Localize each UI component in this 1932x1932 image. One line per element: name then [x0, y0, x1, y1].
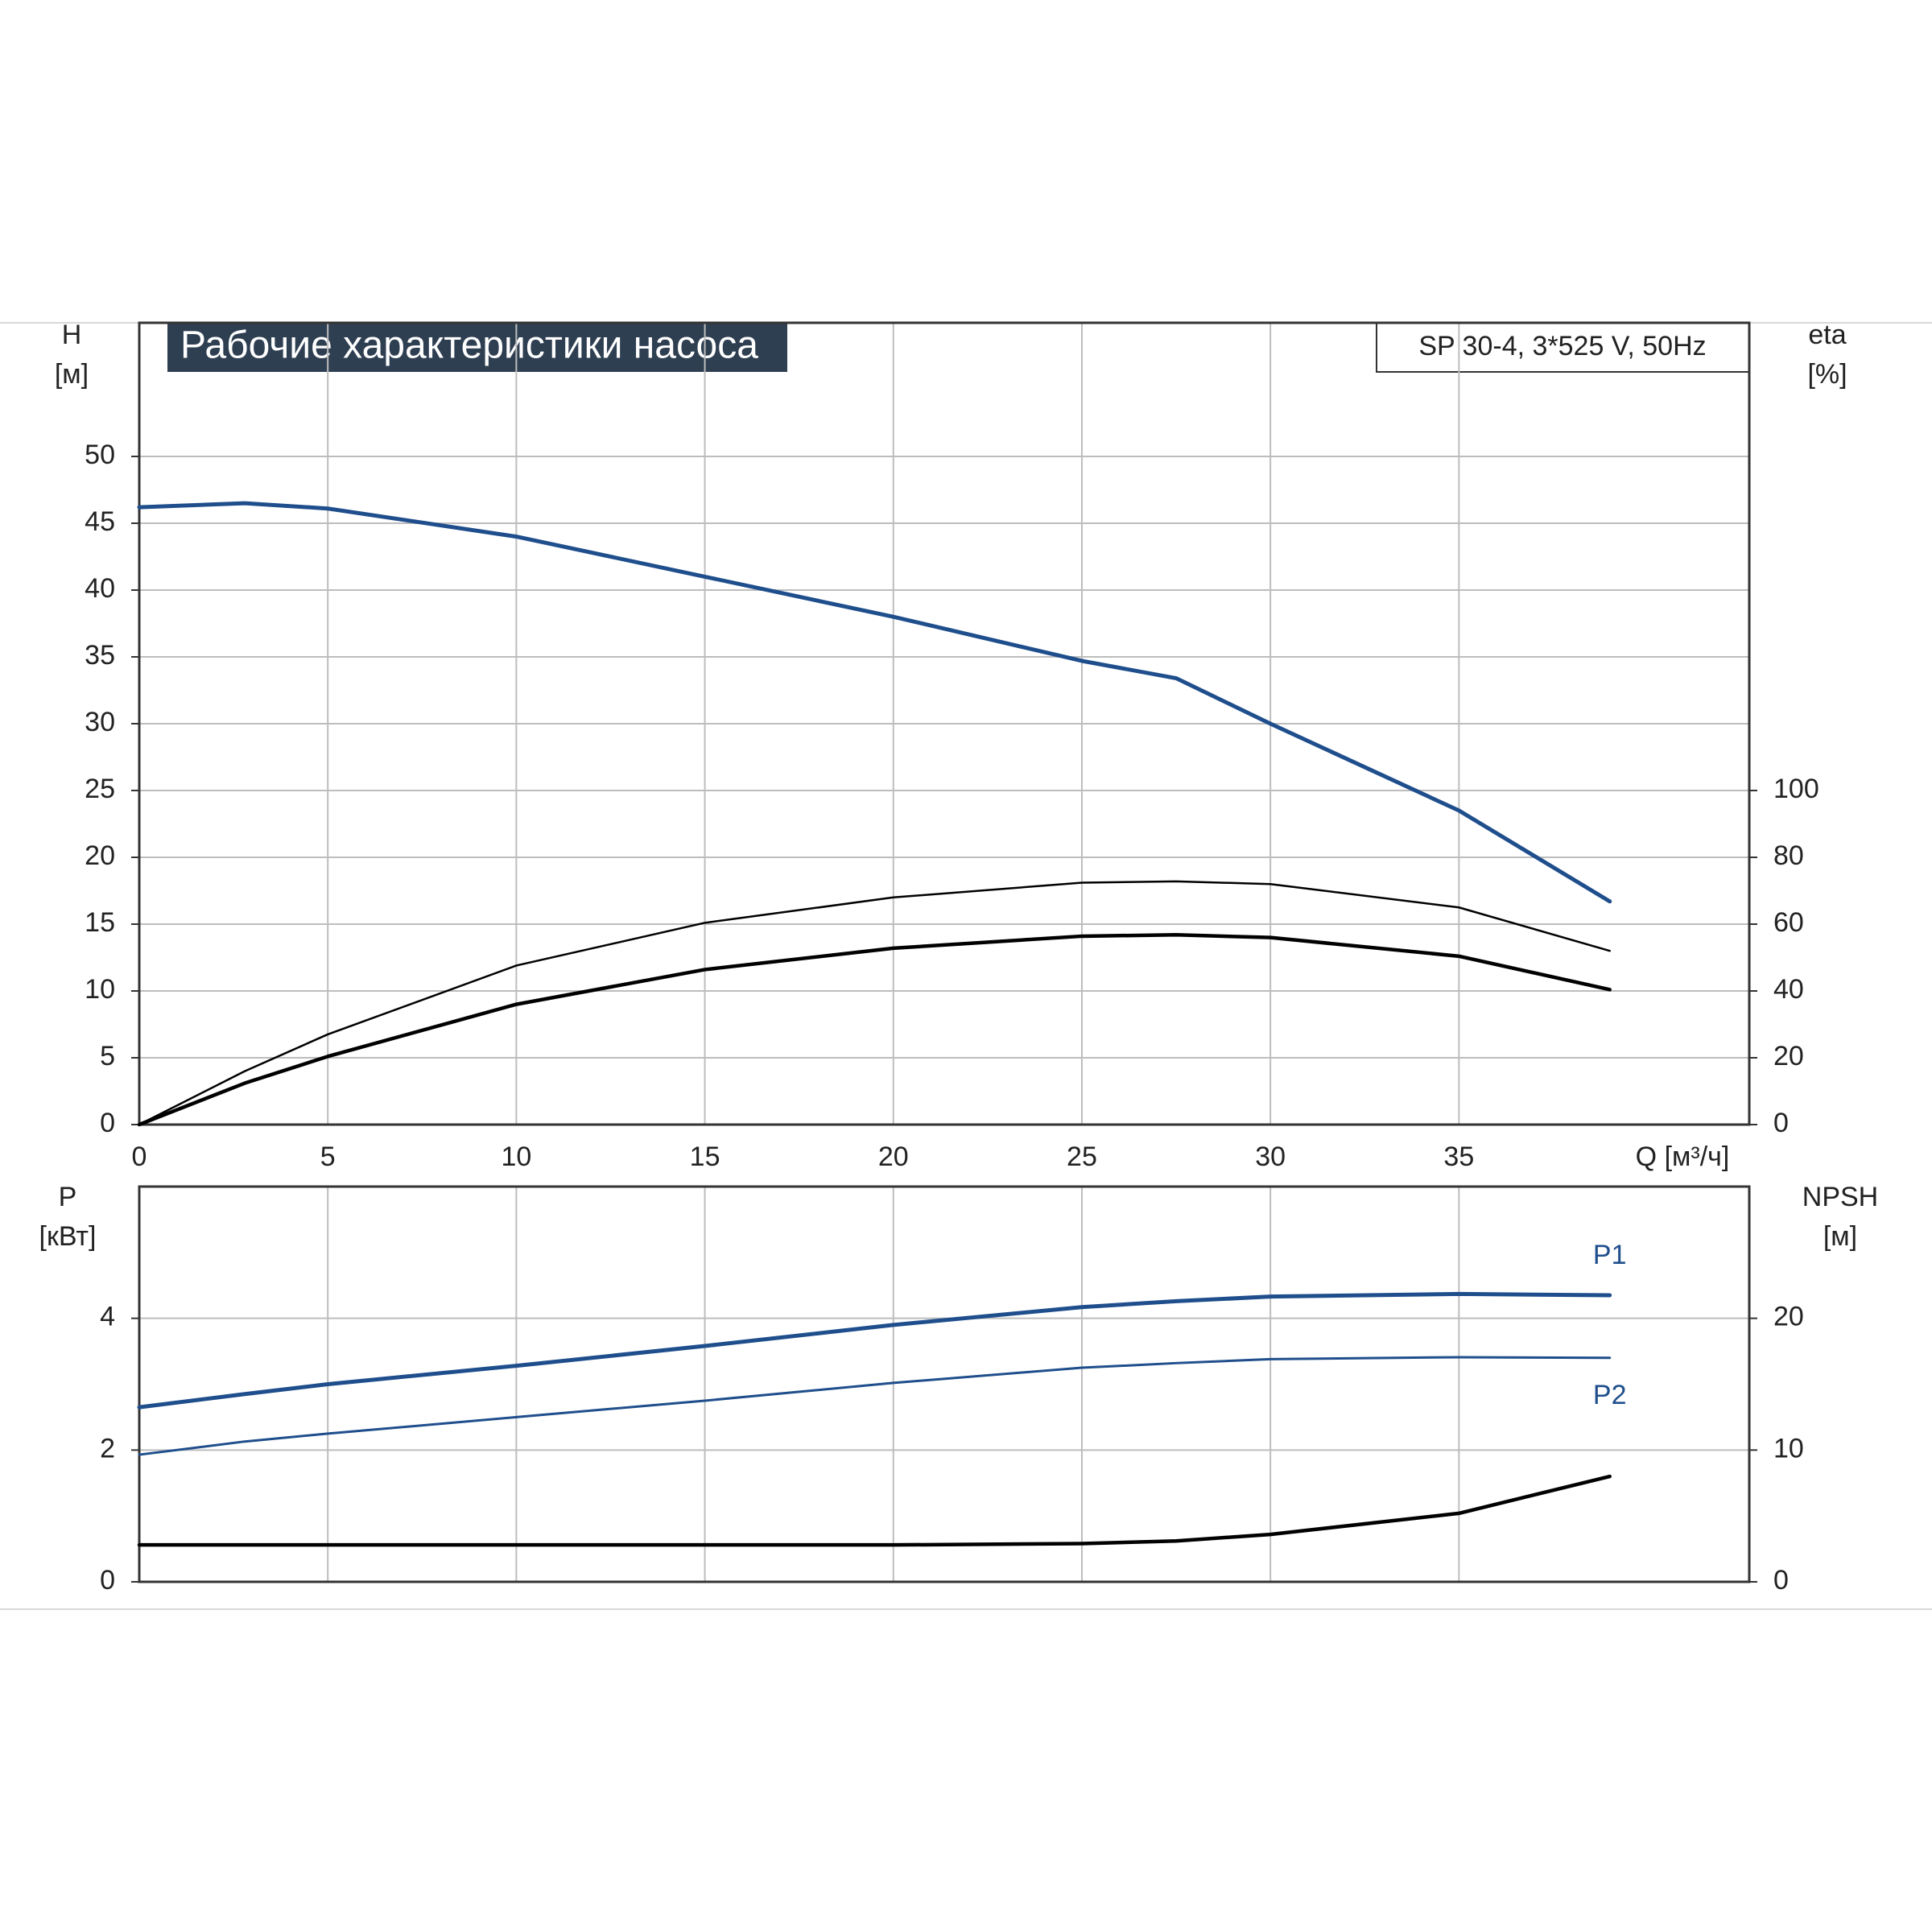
- y-tick-label: 50: [85, 440, 115, 470]
- series-label: P2: [1593, 1380, 1627, 1410]
- y2-tick-label: 0: [1773, 1565, 1789, 1596]
- y-tick-label: 40: [85, 573, 115, 604]
- y2-tick-label: 0: [1773, 1108, 1789, 1138]
- plot-frame: [138, 1185, 1751, 1583]
- y-tick-label: 2: [100, 1433, 115, 1463]
- y-tick-label: 0: [100, 1565, 115, 1596]
- y2-axis-unit: [м]: [1823, 1221, 1857, 1252]
- y2-axis-label: NPSH: [1802, 1182, 1878, 1212]
- subtitle-box: [1376, 322, 1750, 373]
- x-tick-label: 15: [690, 1141, 720, 1172]
- curve: [138, 880, 1611, 1126]
- y-tick-label: 45: [85, 506, 115, 537]
- y2-tick-label: 80: [1773, 840, 1804, 871]
- x-axis-label: Q [м³/ч]: [1636, 1141, 1730, 1172]
- y-axis-label: P: [59, 1182, 77, 1212]
- x-tick-label: 30: [1255, 1141, 1286, 1172]
- x-tick-label: 10: [501, 1141, 531, 1172]
- y2-tick-label: 100: [1773, 774, 1819, 804]
- curve: [138, 1356, 1612, 1456]
- curve: [137, 933, 1612, 1127]
- series-label: P1: [1593, 1240, 1627, 1270]
- y2-tick-label: 60: [1773, 907, 1804, 938]
- y-tick-label: 20: [85, 840, 115, 871]
- chart-subtitle: SP 30-4, 3*525 V, 50Hz: [1418, 331, 1706, 361]
- y2-axis-label: eta: [1808, 320, 1846, 350]
- y-axis-label: H: [62, 320, 82, 350]
- y-tick-label: 30: [85, 707, 115, 737]
- y-tick-label: 4: [100, 1302, 115, 1332]
- curve: [137, 1291, 1612, 1410]
- x-tick-label: 35: [1443, 1141, 1474, 1172]
- y2-tick-label: 20: [1773, 1302, 1804, 1332]
- y-axis-unit: [кВт]: [39, 1221, 97, 1252]
- curve: [137, 1474, 1612, 1547]
- y-tick-label: 10: [85, 974, 115, 1005]
- chart-title: Рабочие характеристики насоса: [180, 324, 758, 367]
- x-tick-label: 5: [320, 1141, 336, 1172]
- y2-tick-label: 20: [1773, 1041, 1804, 1071]
- plot-frame: [138, 321, 1751, 1126]
- x-tick-label: 20: [878, 1141, 909, 1172]
- y2-tick-label: 40: [1773, 974, 1804, 1005]
- y-tick-label: 15: [85, 907, 115, 938]
- y-tick-label: 25: [85, 774, 115, 804]
- y2-axis-unit: [%]: [1807, 359, 1847, 390]
- y-tick-label: 0: [100, 1108, 115, 1138]
- y-axis-unit: [м]: [55, 359, 89, 390]
- title-box: [167, 323, 787, 372]
- y-tick-label: 35: [85, 640, 115, 671]
- y2-tick-label: 10: [1773, 1433, 1804, 1463]
- x-tick-label: 25: [1067, 1141, 1097, 1172]
- x-tick-label: 0: [132, 1141, 147, 1172]
- y-tick-label: 5: [100, 1041, 115, 1071]
- curve: [137, 501, 1612, 904]
